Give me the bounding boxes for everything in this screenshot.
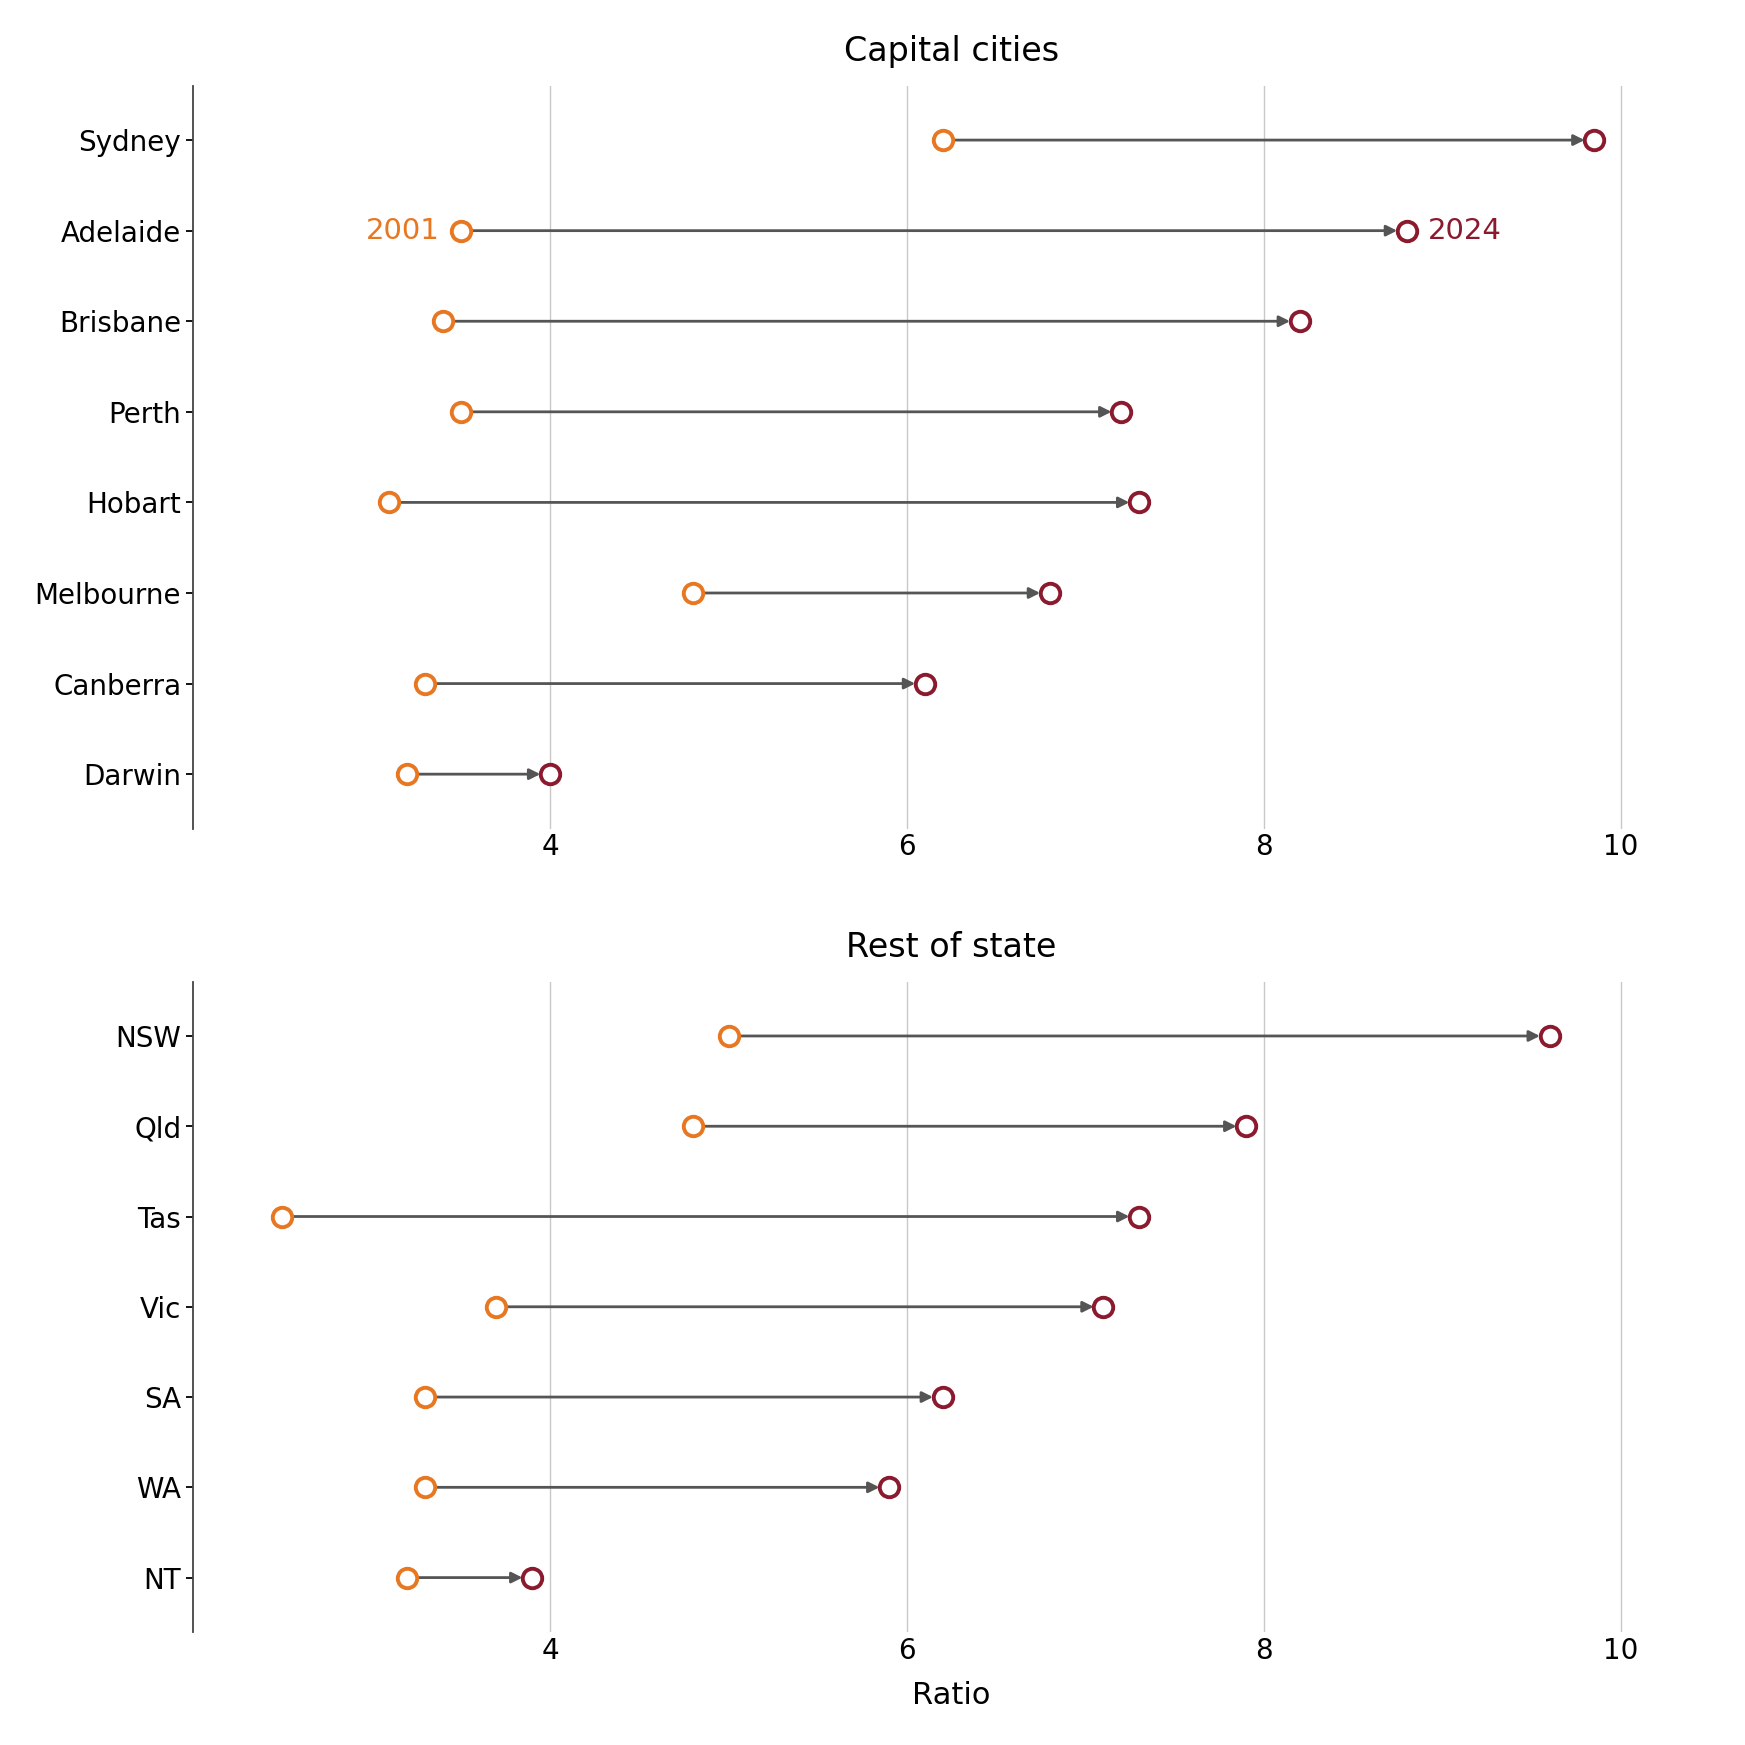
Text: 2001: 2001 [365, 216, 440, 244]
Text: 2024: 2024 [1427, 216, 1502, 244]
X-axis label: Ratio: Ratio [913, 1680, 991, 1710]
Title: Capital cities: Capital cities [845, 35, 1059, 68]
Title: Rest of state: Rest of state [846, 930, 1057, 963]
